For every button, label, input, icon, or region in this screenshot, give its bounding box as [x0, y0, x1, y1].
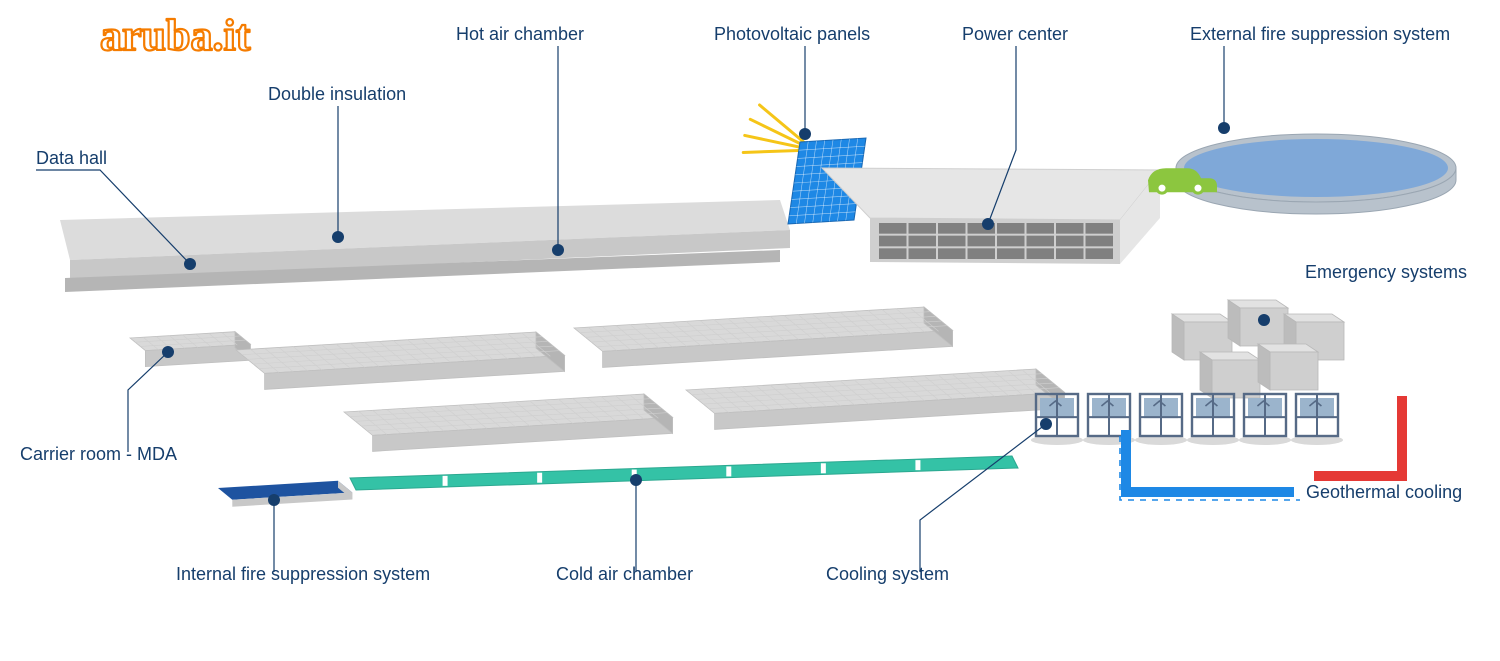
carrier-room-block: [130, 332, 250, 367]
label-emergency: Emergency systems: [1305, 262, 1467, 282]
label-ext-fire: External fire suppression system: [1190, 24, 1450, 44]
label-carrier-room: Carrier room - MDA: [20, 444, 177, 464]
fire-suppression-pool: [1176, 134, 1456, 214]
label-cooling-system: Cooling system: [826, 564, 949, 584]
label-data-hall: Data hall: [36, 148, 107, 168]
label-hot-air-chamber: Hot air chamber: [456, 24, 584, 44]
dot-double-insulation: [332, 231, 344, 243]
dot-carrier-room: [162, 346, 174, 358]
dot-data-hall: [184, 258, 196, 270]
dot-cooling-system: [1040, 418, 1052, 430]
dot-int-fire: [268, 494, 280, 506]
label-int-fire: Internal fire suppression system: [176, 564, 430, 584]
logo-aruba: aruba.it: [100, 11, 251, 60]
label-geothermal: Geothermal cooling: [1306, 482, 1462, 502]
label-cold-air: Cold air chamber: [556, 564, 693, 584]
label-double-insulation: Double insulation: [268, 84, 406, 104]
dot-pv-panels: [799, 128, 811, 140]
label-power-center: Power center: [962, 24, 1068, 44]
label-pv-panels: Photovoltaic panels: [714, 24, 870, 44]
dot-emergency: [1258, 314, 1270, 326]
dot-cold-air: [630, 474, 642, 486]
dot-power-center: [982, 218, 994, 230]
dot-ext-fire: [1218, 122, 1230, 134]
dot-hot-air-chamber: [552, 244, 564, 256]
